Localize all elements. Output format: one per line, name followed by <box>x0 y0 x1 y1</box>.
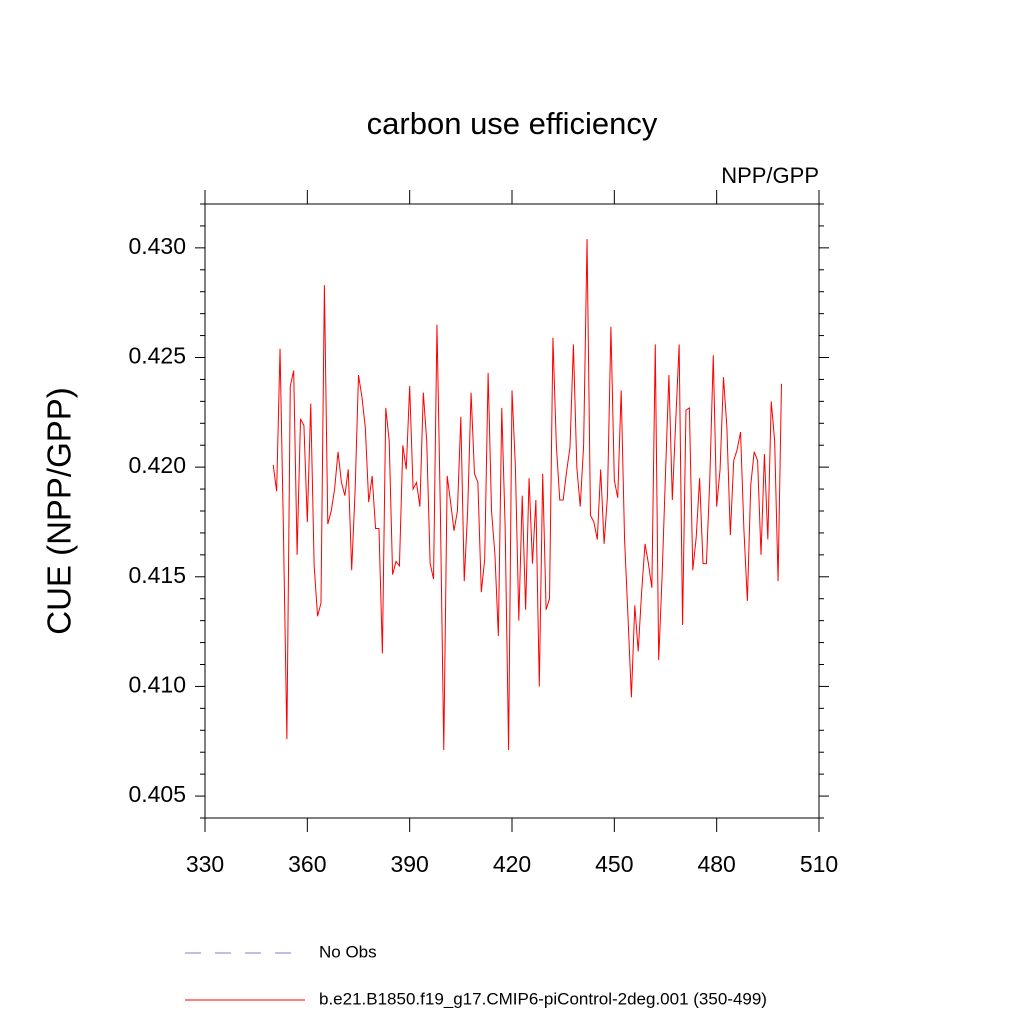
y-tick-label: 0.410 <box>128 672 186 698</box>
y-tick-label: 0.430 <box>128 233 186 259</box>
y-tick-label: 0.405 <box>128 781 186 807</box>
chart-title: carbon use efficiency <box>367 106 658 141</box>
x-tick-label: 360 <box>288 851 326 877</box>
x-tick-label: 480 <box>697 851 735 877</box>
x-tick-label: 420 <box>493 851 531 877</box>
y-tick-label: 0.415 <box>128 562 186 588</box>
x-tick-label: 330 <box>186 851 224 877</box>
x-tick-label: 510 <box>800 851 838 877</box>
x-tick-label: 390 <box>390 851 428 877</box>
chart-subtitle: NPP/GPP <box>721 163 819 188</box>
y-tick-label: 0.425 <box>128 343 186 369</box>
y-tick-label: 0.420 <box>128 452 186 478</box>
legend-label: No Obs <box>319 942 377 961</box>
plot-frame <box>204 203 820 819</box>
legend-label: b.e21.B1850.f19_g17.CMIP6-piControl-2deg… <box>319 989 767 1008</box>
x-tick-label: 450 <box>595 851 633 877</box>
data-line <box>272 239 782 751</box>
y-axis-label: CUE (NPP/GPP) <box>41 387 78 635</box>
